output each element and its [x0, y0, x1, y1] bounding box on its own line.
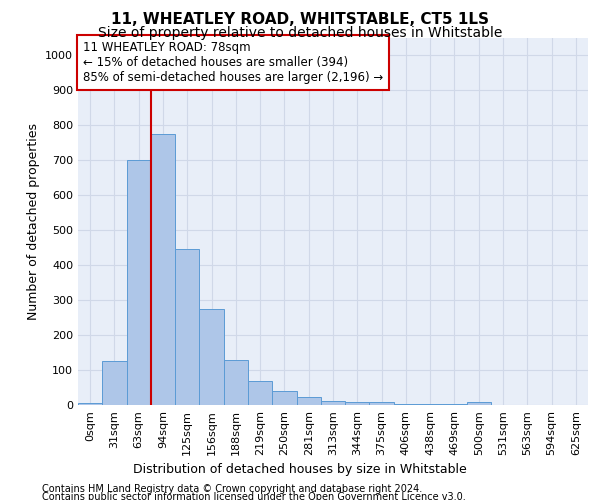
Y-axis label: Number of detached properties: Number of detached properties	[26, 122, 40, 320]
Bar	[248, 380, 272, 405]
Bar	[102, 361, 127, 405]
Bar	[442, 404, 467, 405]
Text: Distribution of detached houses by size in Whitstable: Distribution of detached houses by size …	[133, 462, 467, 475]
Bar	[199, 309, 224, 405]
Bar	[467, 402, 491, 405]
Text: 11, WHEATLEY ROAD, WHITSTABLE, CT5 1LS: 11, WHEATLEY ROAD, WHITSTABLE, CT5 1LS	[111, 12, 489, 28]
Text: Size of property relative to detached houses in Whitstable: Size of property relative to detached ho…	[98, 26, 502, 40]
Bar	[175, 250, 199, 405]
Bar	[345, 402, 370, 405]
Text: 11 WHEATLEY ROAD: 78sqm
← 15% of detached houses are smaller (394)
85% of semi-d: 11 WHEATLEY ROAD: 78sqm ← 15% of detache…	[83, 41, 383, 84]
Bar	[418, 404, 442, 405]
Bar	[272, 391, 296, 405]
Bar	[224, 360, 248, 405]
Bar	[296, 398, 321, 405]
Bar	[394, 404, 418, 405]
Bar	[321, 401, 345, 405]
Bar	[127, 160, 151, 405]
Bar	[78, 403, 102, 405]
Bar	[151, 134, 175, 405]
Text: Contains HM Land Registry data © Crown copyright and database right 2024.: Contains HM Land Registry data © Crown c…	[42, 484, 422, 494]
Text: Contains public sector information licensed under the Open Government Licence v3: Contains public sector information licen…	[42, 492, 466, 500]
Bar	[370, 402, 394, 405]
